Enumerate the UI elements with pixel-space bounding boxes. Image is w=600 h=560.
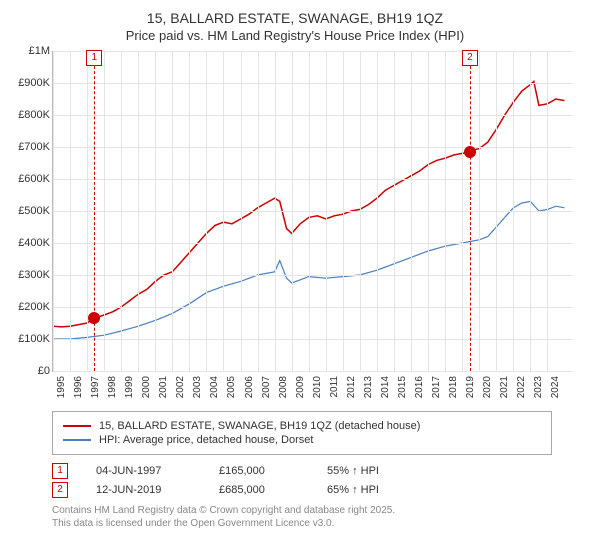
marker-label: 2 <box>462 50 478 66</box>
x-tick-label: 1998 <box>107 376 118 398</box>
x-tick-label: 1995 <box>56 376 67 398</box>
chart-area: £0£100K£200K£300K£400K£500K£600K£700K£80… <box>52 51 575 372</box>
x-tick-label: 2009 <box>295 376 306 398</box>
transaction-price: £165,000 <box>219 465 299 477</box>
transaction-rows: 1 04-JUN-1997 £165,000 55% ↑ HPI 2 12-JUN-201… <box>52 463 580 498</box>
x-tick-label: 2003 <box>192 376 203 398</box>
legend-label: 15, BALLARD ESTATE, SWANAGE, BH19 1QZ (d… <box>99 420 420 432</box>
x-tick-label: 2006 <box>244 376 255 398</box>
x-tick-label: 2015 <box>397 376 408 398</box>
y-tick-label: £700K <box>10 141 50 153</box>
y-tick-label: £0 <box>10 365 50 377</box>
x-tick-label: 2021 <box>499 376 510 398</box>
transaction-delta: 65% ↑ HPI <box>327 484 379 496</box>
attribution: Contains HM Land Registry data © Crown c… <box>52 504 580 530</box>
x-tick-label: 2005 <box>226 376 237 398</box>
y-tick-label: £800K <box>10 109 50 121</box>
attribution-line2: This data is licensed under the Open Gov… <box>52 517 580 530</box>
x-tick-label: 2007 <box>261 376 272 398</box>
x-tick-label: 2013 <box>363 376 374 398</box>
x-tick-label: 1996 <box>73 376 84 398</box>
x-tick-label: 2014 <box>380 376 391 398</box>
x-tick-label: 2022 <box>516 376 527 398</box>
legend: 15, BALLARD ESTATE, SWANAGE, BH19 1QZ (d… <box>52 411 552 455</box>
x-tick-label: 2017 <box>431 376 442 398</box>
y-tick-label: £600K <box>10 173 50 185</box>
y-tick-label: £900K <box>10 77 50 89</box>
legend-item: HPI: Average price, detached house, Dors… <box>63 434 541 446</box>
marker-dot <box>464 146 476 158</box>
marker-dot <box>88 312 100 324</box>
x-tick-label: 2012 <box>346 376 357 398</box>
transaction-marker: 2 <box>52 482 68 498</box>
x-tick-label: 2000 <box>141 376 152 398</box>
x-tick-label: 2008 <box>278 376 289 398</box>
y-axis-labels: £0£100K£200K£300K£400K£500K£600K£700K£80… <box>10 51 50 372</box>
x-tick-label: 2020 <box>482 376 493 398</box>
y-tick-label: £500K <box>10 205 50 217</box>
legend-swatch <box>63 439 91 441</box>
x-tick-label: 2011 <box>329 376 340 398</box>
attribution-line1: Contains HM Land Registry data © Crown c… <box>52 504 580 517</box>
x-tick-label: 2019 <box>465 376 476 398</box>
transaction-delta: 55% ↑ HPI <box>327 465 379 477</box>
y-tick-label: £300K <box>10 269 50 281</box>
marker-vline <box>470 51 471 371</box>
plot-area: 12 <box>52 51 573 372</box>
transaction-date: 12-JUN-2019 <box>96 484 191 496</box>
legend-label: HPI: Average price, detached house, Dors… <box>99 434 313 446</box>
x-tick-label: 2004 <box>209 376 220 398</box>
transaction-row: 1 04-JUN-1997 £165,000 55% ↑ HPI <box>52 463 580 479</box>
transaction-price: £685,000 <box>219 484 299 496</box>
y-tick-label: £100K <box>10 333 50 345</box>
x-tick-label: 2002 <box>175 376 186 398</box>
x-tick-label: 2024 <box>550 376 561 398</box>
marker-label: 1 <box>86 50 102 66</box>
x-tick-label: 1997 <box>90 376 101 398</box>
chart-title: 15, BALLARD ESTATE, SWANAGE, BH19 1QZ <box>10 10 580 26</box>
transaction-date: 04-JUN-1997 <box>96 465 191 477</box>
x-tick-label: 2001 <box>158 376 169 398</box>
y-tick-label: £200K <box>10 301 50 313</box>
legend-item: 15, BALLARD ESTATE, SWANAGE, BH19 1QZ (d… <box>63 420 541 432</box>
y-tick-label: £400K <box>10 237 50 249</box>
x-tick-label: 1999 <box>124 376 135 398</box>
x-tick-label: 2018 <box>448 376 459 398</box>
y-tick-label: £1M <box>10 45 50 57</box>
transaction-row: 2 12-JUN-2019 £685,000 65% ↑ HPI <box>52 482 580 498</box>
legend-swatch <box>63 425 91 427</box>
transaction-marker: 1 <box>52 463 68 479</box>
chart-subtitle: Price paid vs. HM Land Registry's House … <box>10 28 580 43</box>
x-axis-labels: 1995 1996 1997 1998 1999 2000 2001 2002 2003 2004… <box>52 372 572 407</box>
x-tick-label: 2010 <box>312 376 323 398</box>
x-tick-label: 2023 <box>533 376 544 398</box>
x-tick-label: 2016 <box>414 376 425 398</box>
